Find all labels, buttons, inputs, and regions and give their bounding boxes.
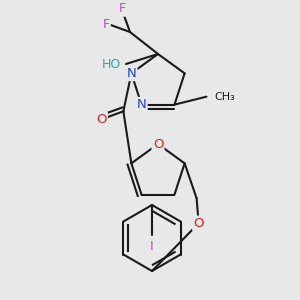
Text: CH₃: CH₃ bbox=[214, 92, 235, 102]
Text: O: O bbox=[194, 217, 204, 230]
Text: N: N bbox=[137, 98, 146, 111]
Text: O: O bbox=[96, 113, 106, 126]
Text: F: F bbox=[102, 17, 110, 31]
Text: I: I bbox=[150, 240, 154, 253]
Text: F: F bbox=[118, 2, 126, 16]
Text: O: O bbox=[153, 137, 163, 151]
Text: N: N bbox=[127, 67, 136, 80]
Text: HO: HO bbox=[102, 58, 121, 70]
